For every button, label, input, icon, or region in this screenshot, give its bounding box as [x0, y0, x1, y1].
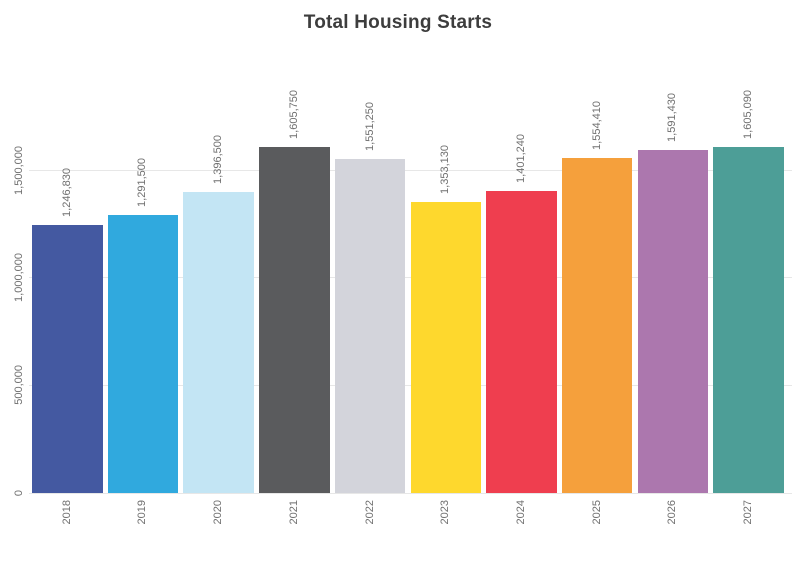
bar-value-text: 1,605,750: [287, 90, 300, 140]
x-axis-tick-text: 2018: [60, 500, 73, 525]
chart-title: Total Housing Starts: [303, 12, 493, 33]
bar-value-text: 1,291,500: [136, 157, 149, 207]
y-axis-tick-label: 0: [0, 443, 26, 543]
y-axis-tick-label: 1,000,000: [0, 228, 26, 328]
x-axis-tick-text: 2024: [514, 500, 527, 525]
bar-value-text: 1,605,090: [742, 90, 755, 140]
x-axis-tick-label: 2022: [335, 500, 406, 560]
bar-value-text: 1,591,430: [666, 93, 679, 143]
bar-value-label: 1,291,500: [108, 57, 179, 207]
bar-value-text: 1,554,410: [590, 101, 603, 151]
x-axis-tick-text: 2020: [212, 500, 225, 525]
bar-2025: [561, 158, 633, 493]
y-axis-tick-label: 1,500,000: [0, 120, 26, 220]
bar-value-text: 1,551,250: [363, 102, 376, 151]
bar-value-label: 1,353,130: [411, 44, 482, 194]
gridline: [29, 492, 792, 494]
x-axis-tick-label: 2024: [486, 500, 557, 560]
bar-value-label: 1,246,830: [32, 67, 103, 217]
x-axis-tick-text: 2021: [287, 500, 300, 525]
bar-2024: [486, 191, 557, 493]
bar-2019: [107, 214, 179, 493]
y-axis-tick-text: 1,500,000: [13, 145, 25, 195]
bar-2023: [410, 201, 481, 493]
bar-2026: [637, 150, 709, 493]
bar-2021: [259, 147, 330, 493]
x-axis-tick-text: 2025: [590, 500, 603, 525]
y-axis-tick-text: 0: [13, 489, 25, 497]
x-axis-tick-label: 2027: [713, 500, 784, 560]
bar-value-text: 1,246,830: [60, 167, 73, 217]
bar-2022: [334, 158, 406, 493]
x-axis-tick-label: 2023: [411, 500, 482, 560]
x-axis-tick-label: 2018: [32, 500, 103, 560]
x-axis-tick-text: 2022: [363, 500, 376, 525]
bar-value-text: 1,401,240: [514, 134, 527, 184]
x-axis-tick-text: 2019: [136, 500, 149, 525]
bar-value-label: 1,396,500: [183, 34, 254, 184]
y-axis-tick-text: 1,000,000: [13, 253, 25, 303]
gridline: [29, 169, 792, 171]
bar-2018: [32, 224, 103, 493]
x-axis-tick-text: 2027: [742, 500, 755, 525]
bar-value-label: 1,401,240: [486, 33, 557, 183]
bar-2020: [183, 192, 254, 493]
x-axis-tick-text: 2023: [439, 500, 452, 525]
bar-2027: [713, 147, 784, 493]
x-axis-tick-text: 2026: [666, 500, 679, 525]
x-axis-tick-label: 2020: [183, 500, 254, 560]
y-axis-tick-label: 500,000: [0, 335, 26, 435]
x-axis-tick-label: 2021: [259, 500, 330, 560]
y-axis-tick-text: 500,000: [13, 365, 25, 406]
x-axis-tick-label: 2019: [108, 500, 179, 560]
bar-value-text: 1,396,500: [212, 135, 225, 185]
x-axis-tick-label: 2025: [562, 500, 633, 560]
x-axis-tick-label: 2026: [638, 500, 709, 560]
